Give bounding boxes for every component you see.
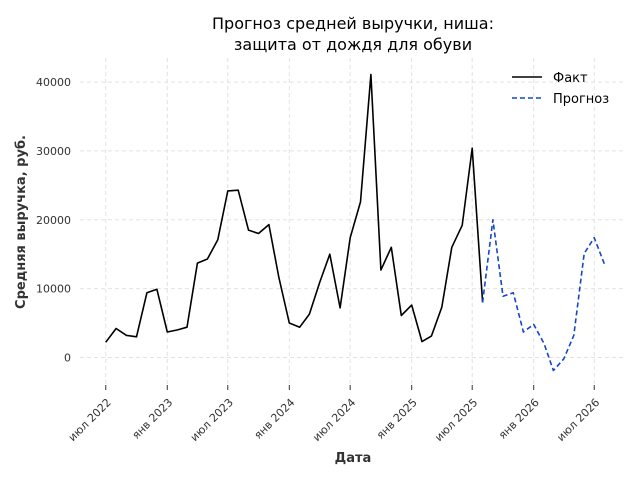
x-tick-label: июл 2022: [66, 396, 114, 444]
x-tick-label: июл 2026: [554, 396, 602, 444]
legend-label-forecast: Прогноз: [553, 92, 609, 107]
y-axis-label: Средняя выручка, руб.: [14, 135, 29, 309]
y-tick-label: 30000: [36, 145, 71, 158]
x-tick-label: янв 2024: [252, 396, 298, 442]
chart-title-line-2: защита от дождя для обуви: [234, 35, 472, 54]
x-axis-ticks: июл 2022 янв 2023 июл 2023 янв 2024 июл 2024…: [66, 385, 602, 444]
y-tick-label: 0: [64, 351, 71, 364]
y-tick-label: 40000: [36, 76, 71, 89]
grid: [80, 58, 625, 385]
y-tick-label: 10000: [36, 283, 71, 296]
legend-label-fact: Факт: [553, 71, 588, 86]
x-tick-label: янв 2025: [374, 396, 420, 442]
x-tick-label: июл 2024: [310, 396, 358, 444]
legend: Факт Прогноз: [512, 71, 609, 107]
series: [105, 73, 606, 372]
series-line-forecast: [481, 219, 606, 372]
x-axis-label: Дата: [335, 451, 372, 466]
x-tick-label: янв 2026: [496, 396, 542, 442]
y-axis-ticks: 0 10000 20000 30000 40000: [36, 76, 71, 364]
x-tick-label: июл 2025: [432, 396, 480, 444]
chart-title-line-1: Прогноз средней выручки, ниша:: [212, 14, 494, 33]
x-tick-label: июл 2023: [188, 396, 236, 444]
x-tick-label: янв 2023: [130, 396, 176, 442]
y-tick-label: 20000: [36, 214, 71, 227]
series-line-fact: [105, 73, 484, 343]
